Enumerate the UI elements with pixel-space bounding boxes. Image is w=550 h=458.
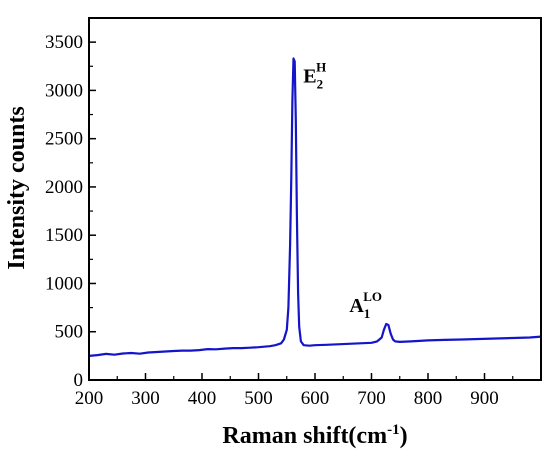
x-tick-label: 700 [357,388,386,409]
x-tick-label: 600 [301,388,330,409]
x-tick-label: 400 [188,388,217,409]
x-axis-label-close: ) [400,423,408,449]
x-tick-label: 300 [131,388,160,409]
y-tick-label: 2000 [45,177,83,198]
y-tick-label: 2500 [45,129,83,150]
x-tick-label: 800 [414,388,443,409]
peak-annotation: A1LO [349,289,382,321]
x-tick-label: 200 [75,388,104,409]
y-tick-label: 1500 [45,225,83,246]
x-tick-label: 500 [244,388,273,409]
plot-frame [88,17,542,381]
x-axis-label-exponent: -1 [387,422,400,438]
ticks-layer: 200 300 400 500 600 700 800 900 0 500 1000 1500 2000… [45,32,514,409]
x-axis-label: Raman shift(cm-1) [222,422,407,449]
x-tick-label: 900 [470,388,499,409]
y-tick-label: 500 [55,322,84,343]
peak-annotation: E2H [303,60,326,92]
y-tick-label: 0 [74,370,84,391]
y-tick-label: 3000 [45,80,83,101]
series-layer [88,57,542,357]
y-tick-label: 1000 [45,273,83,294]
spectrum-line [88,57,542,357]
x-axis-label-main: Raman shift(cm [222,423,387,449]
annotation-layer: E2H A1LO [303,60,382,321]
y-tick-label: 3500 [45,32,83,53]
y-axis-label: Intensity counts [4,106,30,269]
